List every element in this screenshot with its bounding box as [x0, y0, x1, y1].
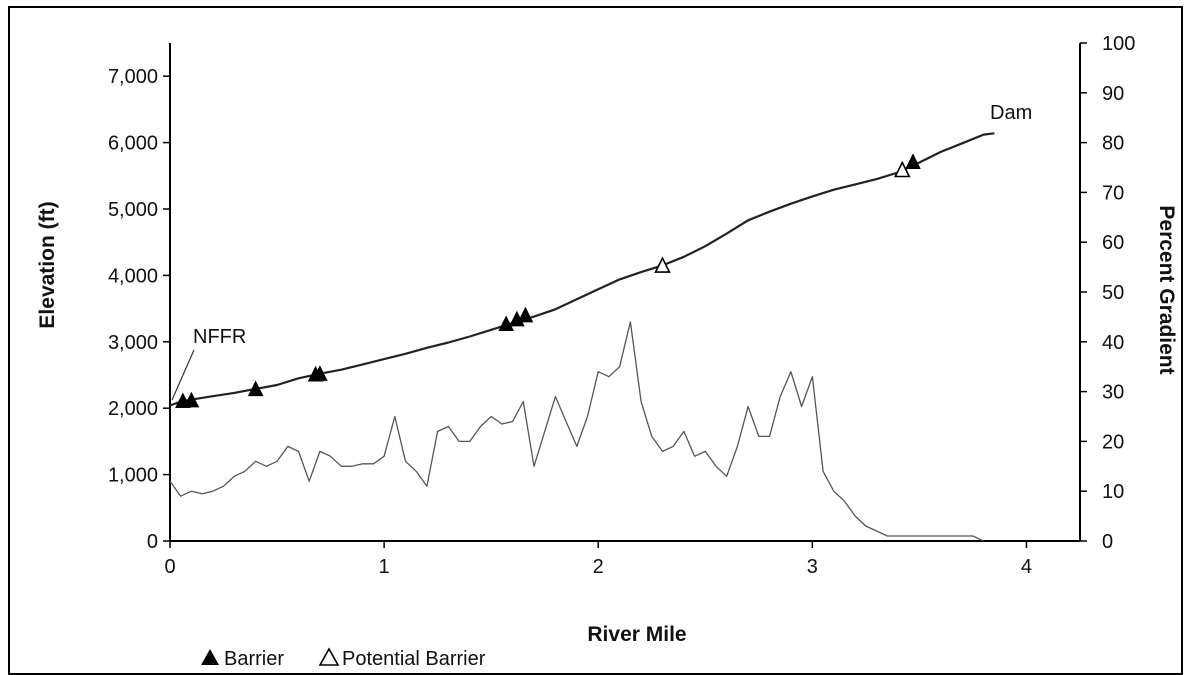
series-layer — [169, 132, 995, 542]
barrier-legend-marker — [201, 649, 219, 665]
y2-tick-label: 70 — [1102, 182, 1124, 204]
y2-tick-label: 100 — [1102, 33, 1135, 55]
y-tick-label: 2,000 — [108, 398, 158, 420]
y2-tick-label: 80 — [1102, 133, 1124, 155]
y2-tick-label: 90 — [1102, 83, 1124, 105]
x-axis-title: River Mile — [587, 623, 686, 646]
barrier-marker — [517, 306, 534, 323]
x-tick-label: 2 — [593, 556, 604, 578]
y2-tick-label: 60 — [1102, 232, 1124, 254]
y-tick-label: 0 — [147, 531, 158, 553]
nffr-label: NFFR — [193, 326, 246, 348]
y-axis-title-left: Elevation (ft) — [36, 201, 59, 328]
y2-tick-label: 0 — [1102, 531, 1113, 553]
barrier-marker — [905, 153, 921, 170]
potential-barrier-marker — [654, 256, 671, 273]
y2-tick-label: 20 — [1102, 431, 1124, 453]
dam-label: Dam — [990, 102, 1032, 124]
barrier-marker — [312, 365, 328, 381]
y-tick-label: 7,000 — [108, 66, 158, 88]
y-tick-label: 6,000 — [108, 133, 158, 155]
axes — [169, 43, 1081, 542]
elevation-series-line — [169, 132, 995, 407]
x-tick-label: 3 — [807, 556, 818, 578]
legend-potential-barrier-label: Potential Barrier — [342, 648, 486, 670]
potential-barrier-legend-marker — [318, 647, 340, 666]
potential-barrier-marker — [893, 160, 911, 178]
tick-marks: 01,0002,0003,0004,0005,0006,0007,0000102… — [108, 33, 1135, 578]
marker-layer — [175, 153, 921, 409]
gradient-series-line — [169, 321, 984, 542]
barrier-marker — [183, 391, 200, 408]
legend: Barrier Potential Barrier — [201, 647, 486, 670]
x-tick-label: 0 — [164, 556, 175, 578]
nffr-annotation: NFFR — [171, 326, 246, 401]
y2-tick-label: 30 — [1102, 382, 1124, 404]
y-axis-title-right: Percent Gradient — [1155, 205, 1178, 374]
y-tick-label: 1,000 — [108, 465, 158, 487]
y2-tick-label: 50 — [1102, 282, 1124, 304]
x-tick-label: 4 — [1021, 556, 1032, 578]
barrier-marker — [247, 380, 264, 397]
chart-frame — [8, 6, 1183, 675]
nffr-leader-line — [171, 349, 195, 401]
y-tick-label: 3,000 — [108, 332, 158, 354]
x-tick-label: 1 — [379, 556, 390, 578]
y2-tick-label: 10 — [1102, 481, 1124, 503]
legend-barrier-label: Barrier — [224, 648, 284, 670]
barrier-marker — [498, 315, 514, 332]
y-tick-label: 4,000 — [108, 265, 158, 287]
y2-tick-label: 40 — [1102, 332, 1124, 354]
y-tick-label: 5,000 — [108, 199, 158, 221]
